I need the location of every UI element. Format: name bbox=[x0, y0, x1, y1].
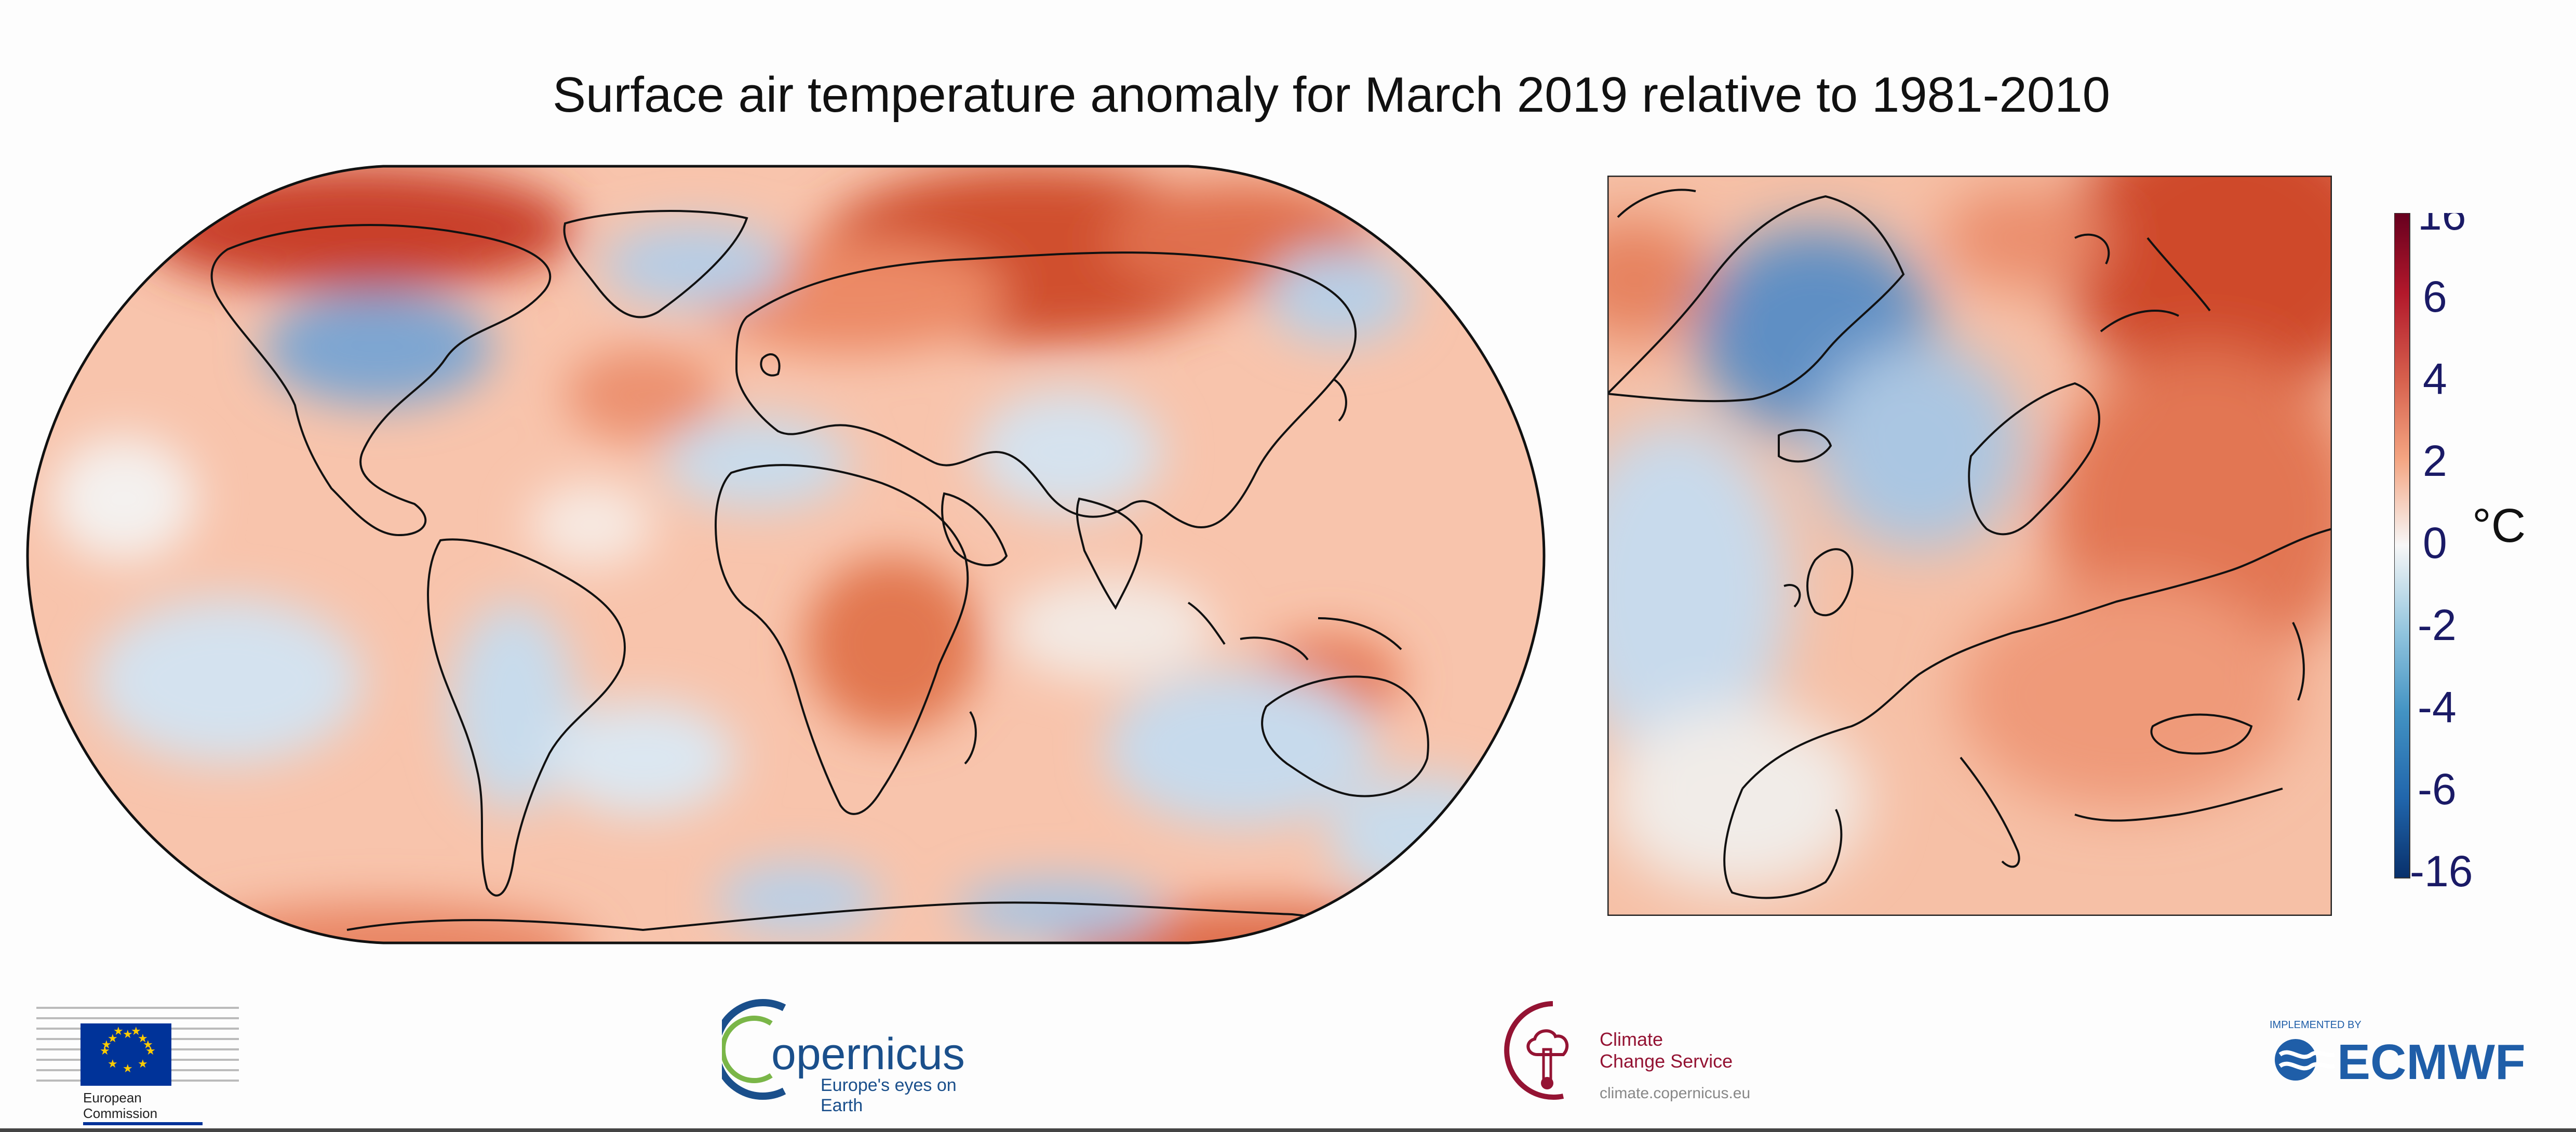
thermometer-cloud-icon bbox=[1504, 1001, 1569, 1100]
map-title: Surface air temperature anomaly for Marc… bbox=[553, 67, 2110, 123]
colorbar-tick-label: -4 bbox=[2418, 683, 2457, 731]
ecmwf-name: ECMWF bbox=[2337, 1034, 2526, 1090]
svg-text:★: ★ bbox=[108, 1058, 118, 1071]
svg-text:★: ★ bbox=[123, 1062, 133, 1075]
c3s-logo: Climate Change Service climate.copernicu… bbox=[1501, 997, 1792, 1112]
bottom-border bbox=[0, 1128, 2576, 1132]
globe-outline bbox=[26, 165, 1546, 944]
svg-text:★: ★ bbox=[145, 1045, 156, 1058]
svg-text:★: ★ bbox=[138, 1058, 148, 1071]
colorbar-unit: °C bbox=[2472, 499, 2526, 552]
svg-text:★: ★ bbox=[143, 1038, 153, 1051]
colorbar-gradient bbox=[2394, 213, 2410, 878]
c3s-url: climate.copernicus.eu bbox=[1600, 1085, 1751, 1102]
colorbar-tick-label: 16 bbox=[2418, 213, 2466, 239]
colorbar-ticks: 16 6 4 2 0 -2 -4 -6 -16 bbox=[2410, 213, 2473, 888]
colorbar-tick-label: -16 bbox=[2410, 847, 2473, 888]
ec-building-icon: ★ ★★ ★★★ ★★ ★★★★ bbox=[36, 1007, 239, 1086]
svg-text:★: ★ bbox=[123, 1028, 133, 1041]
colorbar-tick-label: -2 bbox=[2418, 601, 2457, 649]
copernicus-name: opernicus bbox=[771, 1029, 965, 1079]
world-coastlines bbox=[210, 210, 1475, 941]
ecmwf-implemented-by: IMPLEMENTED BY bbox=[2270, 1019, 2362, 1031]
ec-label-line2: Commission bbox=[83, 1106, 158, 1121]
c3s-label-line2: Change Service bbox=[1600, 1050, 1733, 1072]
copernicus-logo: opernicus Europe's eyes on Earth bbox=[712, 997, 992, 1115]
svg-text:★: ★ bbox=[113, 1025, 124, 1038]
europe-anomaly-field bbox=[1607, 176, 2332, 916]
colorbar-tick-label: 6 bbox=[2423, 272, 2447, 321]
europe-anomaly-map bbox=[1607, 176, 2332, 916]
colorbar-tick-label: 0 bbox=[2423, 518, 2447, 567]
colorbar: 16 6 4 2 0 -2 -4 -6 -16 bbox=[2394, 213, 2473, 888]
colorbar-tick-label: 2 bbox=[2423, 436, 2447, 485]
world-anomaly-field bbox=[28, 166, 1544, 943]
ec-label-line1: European bbox=[83, 1090, 142, 1106]
colorbar-tick-label: 4 bbox=[2423, 354, 2447, 403]
svg-text:★: ★ bbox=[138, 1032, 148, 1045]
european-commission-logo: ★ ★ ★ ★ ★ ★ ★ ★ ★ ★ ★ ★ European Commission bbox=[31, 977, 260, 1127]
svg-text:★: ★ bbox=[101, 1038, 112, 1051]
europe-frame bbox=[1607, 176, 2332, 916]
europe-coastlines bbox=[1607, 189, 2332, 899]
ecmwf-wave-icon bbox=[2275, 1039, 2336, 1081]
c3s-label-line1: Climate bbox=[1600, 1029, 1663, 1050]
svg-text:★: ★ bbox=[100, 1045, 110, 1058]
copernicus-tagline: Europe's eyes on Earth bbox=[821, 1075, 957, 1115]
svg-text:★: ★ bbox=[131, 1025, 141, 1038]
world-anomaly-map bbox=[26, 165, 1546, 944]
colorbar-tick-label: -6 bbox=[2418, 765, 2457, 814]
svg-text:★: ★ bbox=[108, 1032, 118, 1045]
ecmwf-logo: IMPLEMENTED BY ECMWF bbox=[2270, 1013, 2540, 1091]
